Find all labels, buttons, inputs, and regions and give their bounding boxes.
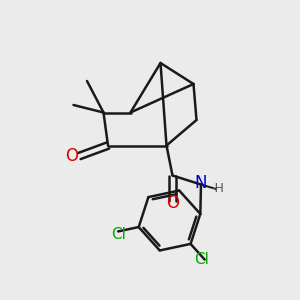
Text: N: N — [195, 174, 207, 192]
Text: Cl: Cl — [111, 227, 126, 242]
Text: O: O — [65, 147, 79, 165]
Text: -H: -H — [211, 182, 224, 196]
Text: Cl: Cl — [194, 252, 209, 267]
Text: O: O — [166, 194, 179, 211]
